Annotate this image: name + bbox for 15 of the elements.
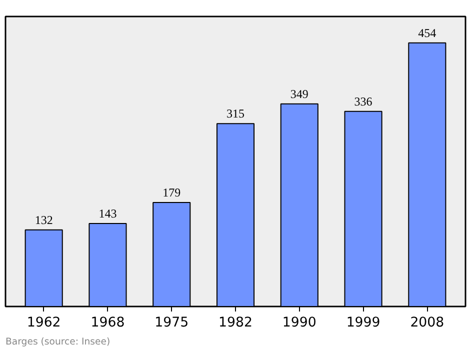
x-tick-label: 1990: [282, 316, 316, 330]
x-tick-label: 1975: [154, 316, 189, 330]
data-label: 454: [418, 26, 436, 40]
data-label: 315: [226, 106, 244, 121]
x-tick-label: 1982: [218, 316, 252, 330]
x-tick-label: 2008: [410, 316, 444, 330]
x-tick-label: 1968: [90, 316, 125, 330]
data-label: 336: [354, 94, 372, 108]
x-tick-label: 1999: [346, 316, 380, 330]
data-label: 179: [162, 186, 181, 200]
x-tick-label: 1962: [26, 316, 61, 330]
text: Barges (source: Insee): [6, 336, 110, 348]
data-label: 143: [98, 206, 117, 220]
data-label: 349: [290, 86, 308, 101]
data-label: 132: [34, 212, 53, 227]
